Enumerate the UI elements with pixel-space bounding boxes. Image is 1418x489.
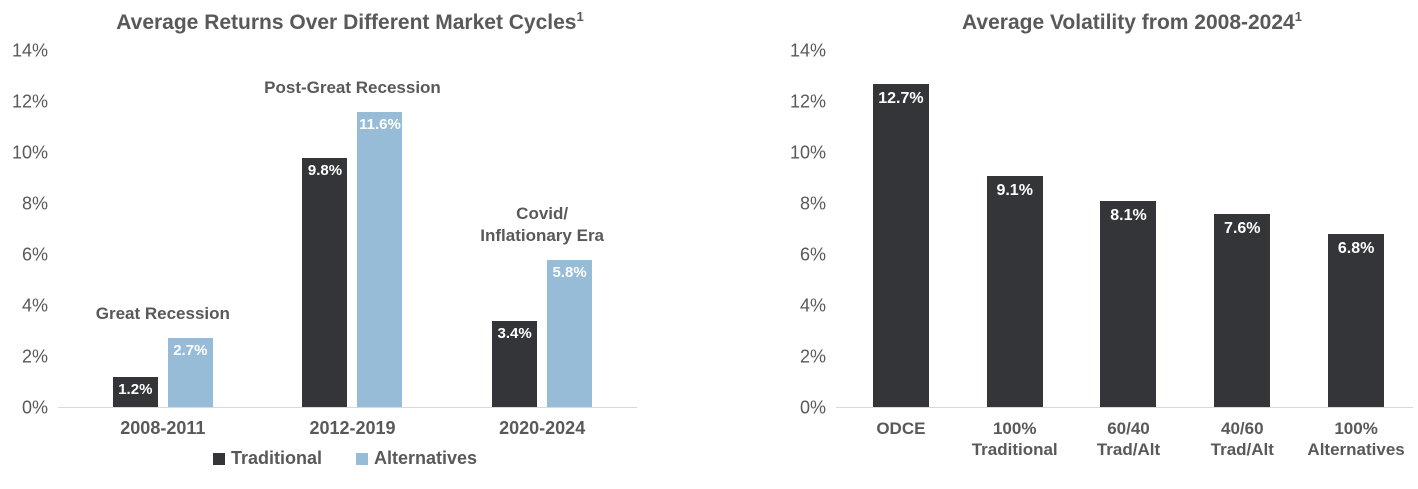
y-tick-label: 0% (21, 397, 48, 418)
bar-group-odce: 12.7% (872, 51, 929, 407)
bar-value-label: 9.8% (307, 161, 343, 179)
returns-chart-title-text: Average Returns Over Different Market Cy… (116, 11, 577, 34)
y-tick-label: 14% (11, 40, 48, 61)
volatility-chart-body: 14% 12% 10% 8% 6% 4% 2% 0% 12.7% 9.1% 8.1% 7.6% 6.8… (728, 41, 1418, 418)
legend-label: Traditional (230, 448, 322, 468)
y-tick-label: 10% (789, 142, 826, 163)
bar-group-100-traditional: 9.1% (986, 51, 1043, 407)
y-tick-label: 8% (799, 193, 826, 214)
y-tick-label: 14% (789, 40, 826, 61)
y-tick-label: 2% (21, 346, 48, 367)
bar-alternatives-2020-2024: 5.8% (547, 259, 593, 407)
bar-100-traditional: 9.1% (986, 175, 1043, 407)
bar-value-label: 8.1% (1110, 207, 1147, 225)
bar-60-40-trad-alt: 8.1% (1100, 201, 1157, 407)
bar-group-2008-2011: 1.2% 2.7% Great Recession (96, 51, 230, 407)
bar-40-60-trad-alt: 7.6% (1214, 213, 1271, 407)
y-tick-label: 6% (21, 244, 48, 265)
category-label-100-traditional: 100% Traditional (971, 419, 1058, 459)
category-label-odce: ODCE (876, 419, 926, 438)
y-tick-label: 12% (11, 91, 48, 112)
y-tick-label: 0% (799, 397, 826, 418)
volatility-plot-area: 12.7% 9.1% 8.1% 7.6% 6.8% (836, 51, 1413, 408)
volatility-chart: Average Volatility from 2008-20241 14% 12… (728, 0, 1418, 489)
annotation-great-recession: Great Recession (95, 304, 230, 324)
bar-group-2020-2024: 3.4% 5.8% Covid/Inflationary Era (480, 51, 604, 407)
bar-value-label: 11.6% (359, 116, 401, 134)
bar-value-label: 9.1% (996, 181, 1033, 199)
volatility-y-axis: 14% 12% 10% 8% 6% 4% 2% 0% (728, 41, 836, 418)
bar-alternatives-2012-2019: 11.6% (357, 112, 403, 407)
returns-chart-title-footnote-marker: 1 (576, 9, 584, 24)
returns-y-axis: 14% 12% 10% 8% 6% 4% 2% 0% (0, 41, 58, 418)
bar-value-label: 6.8% (1337, 240, 1375, 258)
bar-value-label: 5.8% (552, 263, 587, 281)
category-label-100-alternatives: 100% Alternatives (1307, 419, 1405, 459)
bar-traditional-2008-2011: 1.2% (112, 376, 158, 407)
bar-group-60-40-trad-alt: 8.1% (1100, 51, 1157, 407)
y-tick-label: 4% (21, 295, 48, 316)
y-tick-label: 8% (21, 193, 48, 214)
y-tick-label: 2% (799, 346, 826, 367)
category-label-40-60-trad-alt: 40/60 Trad/Alt (1210, 419, 1274, 459)
category-label-2008-2011: 2008-2011 (120, 418, 206, 438)
bar-traditional-2012-2019: 9.8% (302, 157, 348, 407)
legend-item-traditional: Traditional (212, 448, 322, 469)
returns-plot-area: 1.2% 2.7% Great Recession 9.8% 11.6% Post-Gre… (58, 51, 637, 408)
bar-value-label: 1.2% (118, 380, 153, 398)
volatility-chart-title-footnote-marker: 1 (1294, 9, 1302, 24)
annotation-covid: Covid/Inflationary Era (480, 203, 605, 245)
y-tick-label: 12% (789, 91, 826, 112)
returns-chart-body: 14% 12% 10% 8% 6% 4% 2% 0% 1.2% 2.7% Great Recess… (0, 41, 690, 418)
annotation-post-great-recession: Post-Great Recession (264, 78, 441, 98)
bar-odce: 12.7% (872, 84, 929, 407)
category-label-60-40-trad-alt: 60/40 Trad/Alt (1096, 419, 1161, 459)
y-tick-label: 6% (799, 244, 826, 265)
returns-x-axis: 2008-2011 2012-2019 2020-2024 (68, 418, 637, 439)
volatility-chart-title-text: Average Volatility from 2008-2024 (962, 11, 1295, 34)
bar-value-label: 7.6% (1224, 219, 1261, 237)
bar-group-2012-2019: 9.8% 11.6% Post-Great Recession (264, 51, 441, 407)
y-tick-label: 10% (11, 142, 48, 163)
bar-value-label: 3.4% (497, 324, 532, 342)
y-tick-label: 4% (799, 295, 826, 316)
bar-value-label: 12.7% (878, 90, 924, 108)
legend-item-alternatives: Alternatives (355, 448, 478, 469)
legend-label: Alternatives (373, 448, 478, 468)
volatility-chart-title: Average Volatility from 2008-20241 (728, 0, 1418, 51)
bar-group-100-alternatives: 6.8% (1328, 51, 1385, 407)
legend-swatch-alternatives (355, 452, 368, 465)
category-label-2020-2024: 2020-2024 (499, 418, 586, 438)
bar-alternatives-2008-2011: 2.7% (167, 338, 213, 407)
bar-traditional-2020-2024: 3.4% (492, 320, 538, 407)
category-label-2012-2019: 2012-2019 (309, 418, 396, 438)
returns-chart: Average Returns Over Different Market Cy… (0, 0, 690, 489)
bar-value-label: 2.7% (173, 342, 208, 360)
volatility-x-axis: ODCE 100% Traditional 60/40 Trad/Alt 40/60 Tra… (844, 418, 1413, 460)
bar-100-alternatives: 6.8% (1328, 234, 1385, 407)
returns-chart-title: Average Returns Over Different Market Cy… (0, 0, 690, 51)
returns-legend: Traditional Alternatives (0, 448, 690, 469)
legend-swatch-traditional (212, 452, 225, 465)
bar-group-40-60-trad-alt: 7.6% (1214, 51, 1271, 407)
